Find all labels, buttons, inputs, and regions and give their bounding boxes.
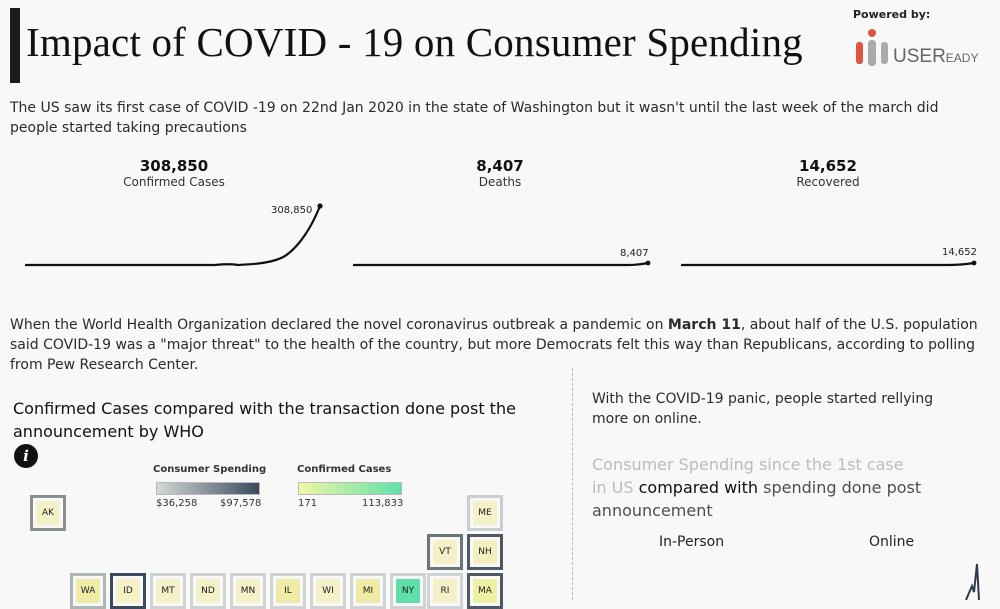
- spending-legend-gradient: [156, 482, 260, 495]
- confirmed-sparkline[interactable]: [20, 196, 330, 272]
- state-tile-ri[interactable]: RI: [427, 573, 463, 609]
- kpi-value: 308,850: [139, 157, 209, 175]
- who-paragraph: When the World Health Organization decla…: [10, 315, 995, 375]
- logo-small-text: EADY: [945, 51, 979, 65]
- kpi-label: Recovered: [796, 175, 860, 189]
- state-label: MN: [236, 579, 260, 603]
- title-accent-bar: [10, 8, 20, 83]
- state-label: ND: [196, 579, 220, 603]
- deaths-sparkline[interactable]: [348, 252, 658, 272]
- logo-main-text: USER: [893, 46, 946, 67]
- title-mid-part: spending done post announcement: [592, 478, 922, 520]
- online-column-label: Online: [869, 534, 915, 550]
- powered-by-label: Powered by:: [853, 8, 931, 21]
- state-label: WA: [76, 579, 100, 603]
- cases-legend-max: 113,833: [362, 498, 404, 509]
- state-label: NY: [396, 579, 420, 603]
- in-person-column-label: In-Person: [659, 534, 725, 550]
- state-label: MI: [356, 579, 380, 603]
- state-label: ME: [473, 501, 497, 525]
- spending-legend-max: $97,578: [220, 498, 262, 509]
- title-faint-part: Consumer Spending since the 1st case in …: [592, 455, 904, 497]
- kpi-value: 14,652: [799, 157, 857, 175]
- state-tile-me[interactable]: ME: [467, 495, 503, 531]
- state-tile-ny[interactable]: NY: [390, 573, 426, 609]
- kpi-label: Confirmed Cases: [123, 175, 225, 189]
- state-label: ID: [116, 579, 140, 603]
- state-tile-ma[interactable]: MA: [467, 573, 503, 609]
- section-divider: [572, 368, 573, 600]
- logo-wordmark: USEREADY: [893, 46, 978, 68]
- state-label: AK: [36, 501, 60, 525]
- kpi-label: Deaths: [478, 175, 522, 189]
- cases-legend-gradient: [298, 482, 402, 495]
- state-tile-nh[interactable]: NH: [467, 534, 503, 570]
- state-label: WI: [316, 579, 340, 603]
- title-dark-part: compared with: [633, 478, 764, 497]
- online-intro-text: With the COVID-19 panic, people started …: [592, 391, 934, 427]
- state-label: MA: [473, 579, 497, 603]
- sparkline-end-label: 308,850: [271, 205, 313, 216]
- para-text: When the World Health Organization decla…: [10, 317, 668, 333]
- kpi-deaths[interactable]: 8,407 Deaths: [350, 157, 650, 189]
- state-tile-wi[interactable]: WI: [310, 573, 346, 609]
- spending-comparison-title: Consumer Spending since the 1st case in …: [592, 453, 922, 522]
- state-tile-ak[interactable]: AK: [30, 495, 66, 531]
- state-label: VT: [433, 540, 457, 564]
- state-tile-id[interactable]: ID: [110, 573, 146, 609]
- state-tile-vt[interactable]: VT: [427, 534, 463, 570]
- state-label: IL: [276, 579, 300, 603]
- kpi-recovered[interactable]: 14,652 Recovered: [678, 157, 978, 189]
- state-label: NH: [473, 540, 497, 564]
- state-tile-wa[interactable]: WA: [70, 573, 106, 609]
- spending-legend-title: Consumer Spending: [153, 464, 267, 475]
- kpi-value: 8,407: [476, 157, 524, 175]
- spending-legend-min: $36,258: [156, 498, 198, 509]
- para-text: , about half of the U.S. population said…: [10, 317, 978, 373]
- state-tile-nd[interactable]: ND: [190, 573, 226, 609]
- cases-legend-title: Confirmed Cases: [297, 464, 392, 475]
- state-tile-mi[interactable]: MI: [350, 573, 386, 609]
- info-icon[interactable]: i: [14, 444, 38, 468]
- online-spending-line[interactable]: [964, 556, 984, 600]
- state-tile-mt[interactable]: MT: [150, 573, 186, 609]
- map-section-title: Confirmed Cases compared with the transa…: [13, 399, 516, 441]
- sparkline-end-label: 14,652: [942, 247, 977, 258]
- sparkline-end-label: 8,407: [620, 248, 649, 259]
- page-title: Impact of COVID - 19 on Consumer Spendin…: [26, 19, 803, 65]
- recovered-sparkline[interactable]: [676, 252, 986, 272]
- cases-legend-min: 171: [298, 498, 318, 509]
- state-label: RI: [433, 579, 457, 603]
- useready-logo-icon[interactable]: [856, 28, 986, 68]
- kpi-confirmed[interactable]: 308,850 Confirmed Cases: [24, 157, 324, 189]
- para-bold-date: March 11: [667, 317, 741, 333]
- state-tile-il[interactable]: IL: [270, 573, 306, 609]
- state-tile-mn[interactable]: MN: [230, 573, 266, 609]
- intro-paragraph: The US saw its first case of COVID -19 o…: [10, 100, 939, 136]
- state-label: MT: [156, 579, 180, 603]
